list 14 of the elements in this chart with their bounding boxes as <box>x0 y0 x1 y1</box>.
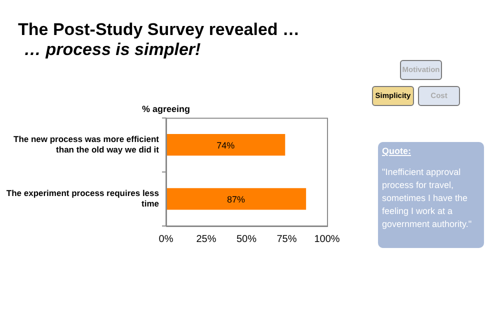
y-tick-label: The experiment process requires less time <box>6 188 160 208</box>
data-label: 87% <box>227 194 246 204</box>
chart-title: The Post-Study Survey revealed … <box>18 20 300 40</box>
text: Quote: <box>382 145 412 158</box>
x-axis-title: % agreeing <box>142 104 190 114</box>
x-tick-label: 100% <box>314 234 340 245</box>
text: "Inefficient approval process for travel, sometimes I have the feeling I work at a government authority." <box>382 166 473 231</box>
data-label: 74% <box>216 140 235 150</box>
x-tick-label: 75% <box>276 234 297 245</box>
x-tick-label: 25% <box>196 234 216 245</box>
y-tick-label: The new process was more efficient than the old way we did it <box>14 134 160 154</box>
chart-subtitle: … process is simpler! <box>24 40 201 60</box>
x-tick-label: 50% <box>236 234 257 245</box>
x-tick-label: 0% <box>158 234 174 245</box>
